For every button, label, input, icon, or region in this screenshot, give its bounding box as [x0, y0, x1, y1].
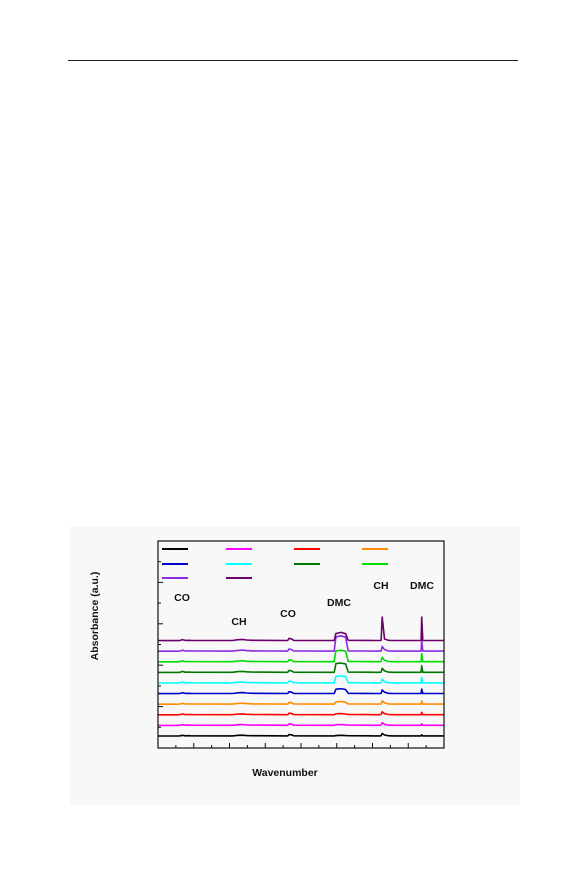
annotation-ch-1: CH	[231, 616, 247, 628]
x-axis-label: Wavenumber	[252, 767, 318, 779]
series-line-10	[158, 616, 444, 642]
series-line-2	[158, 721, 444, 727]
series-line-5	[158, 687, 444, 695]
series-line-9	[158, 635, 444, 652]
series-line-4	[158, 700, 444, 705]
series-line-6	[158, 675, 444, 684]
annotation-dmc-2: DMC	[410, 580, 434, 592]
figure-panel	[70, 527, 520, 805]
series-line-3	[158, 711, 444, 716]
plot-frame	[157, 540, 445, 749]
annotation-co-1: CO	[174, 592, 190, 604]
y-axis-label: Absorbance (a.u.)	[89, 571, 101, 661]
series-line-7	[158, 662, 444, 674]
annotation-ch-2: CH	[373, 580, 389, 592]
spectra-chart	[157, 540, 445, 749]
series-line-1	[158, 732, 444, 737]
annotation-co-2: CO	[280, 608, 296, 620]
annotation-dmc-1: DMC	[327, 597, 351, 609]
series-line-8	[158, 649, 444, 663]
header-rule	[68, 60, 518, 61]
